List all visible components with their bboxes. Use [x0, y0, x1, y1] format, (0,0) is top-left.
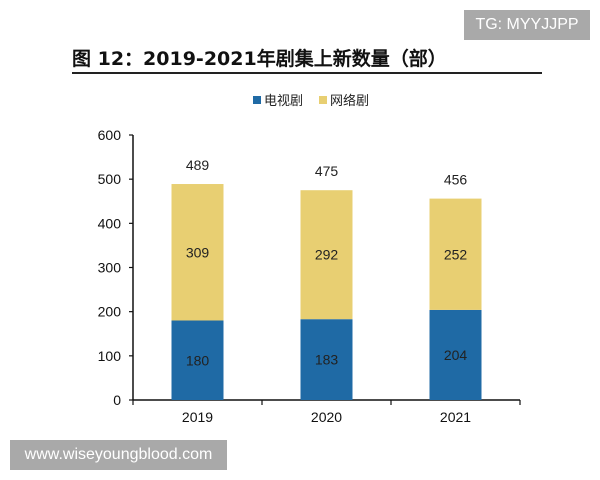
y-tick-label: 100: [98, 348, 122, 364]
bar-tv-2019: [171, 320, 224, 400]
data-label: 292: [315, 247, 339, 263]
bar-web-2019: [171, 184, 224, 321]
y-tick-label: 300: [98, 260, 122, 276]
y-tick-label: 400: [98, 215, 122, 231]
total-label: 489: [186, 157, 210, 173]
x-tick-label: 2021: [440, 409, 471, 425]
x-tick-label: 2019: [182, 409, 213, 425]
bar-tv-2020: [300, 319, 353, 400]
data-label: 183: [315, 352, 339, 368]
data-label: 309: [186, 244, 210, 260]
total-label: 475: [315, 163, 339, 179]
total-label: 456: [444, 172, 468, 188]
y-tick-label: 200: [98, 304, 122, 320]
bar-tv-2021: [429, 309, 482, 400]
chart-title: 图 12：2019-2021年剧集上新数量（部）: [72, 48, 447, 70]
watermark-bottom: www.wiseyoungblood.com: [10, 440, 227, 470]
watermark-top: TG: MYYJJPP: [464, 10, 590, 40]
title-underline: [72, 72, 542, 74]
legend-swatch: [319, 96, 327, 104]
data-label: 204: [444, 347, 468, 363]
legend-label: 电视剧: [264, 93, 303, 108]
data-label: 252: [444, 246, 468, 262]
bar-web-2020: [300, 190, 353, 320]
legend-swatch: [253, 96, 261, 104]
y-tick-label: 0: [113, 392, 121, 408]
data-label: 180: [186, 352, 210, 368]
bar-web-2021: [429, 198, 482, 310]
y-tick-label: 600: [98, 127, 122, 143]
x-tick-label: 2020: [311, 409, 342, 425]
legend-label: 网络剧: [330, 93, 369, 108]
y-tick-label: 500: [98, 171, 122, 187]
